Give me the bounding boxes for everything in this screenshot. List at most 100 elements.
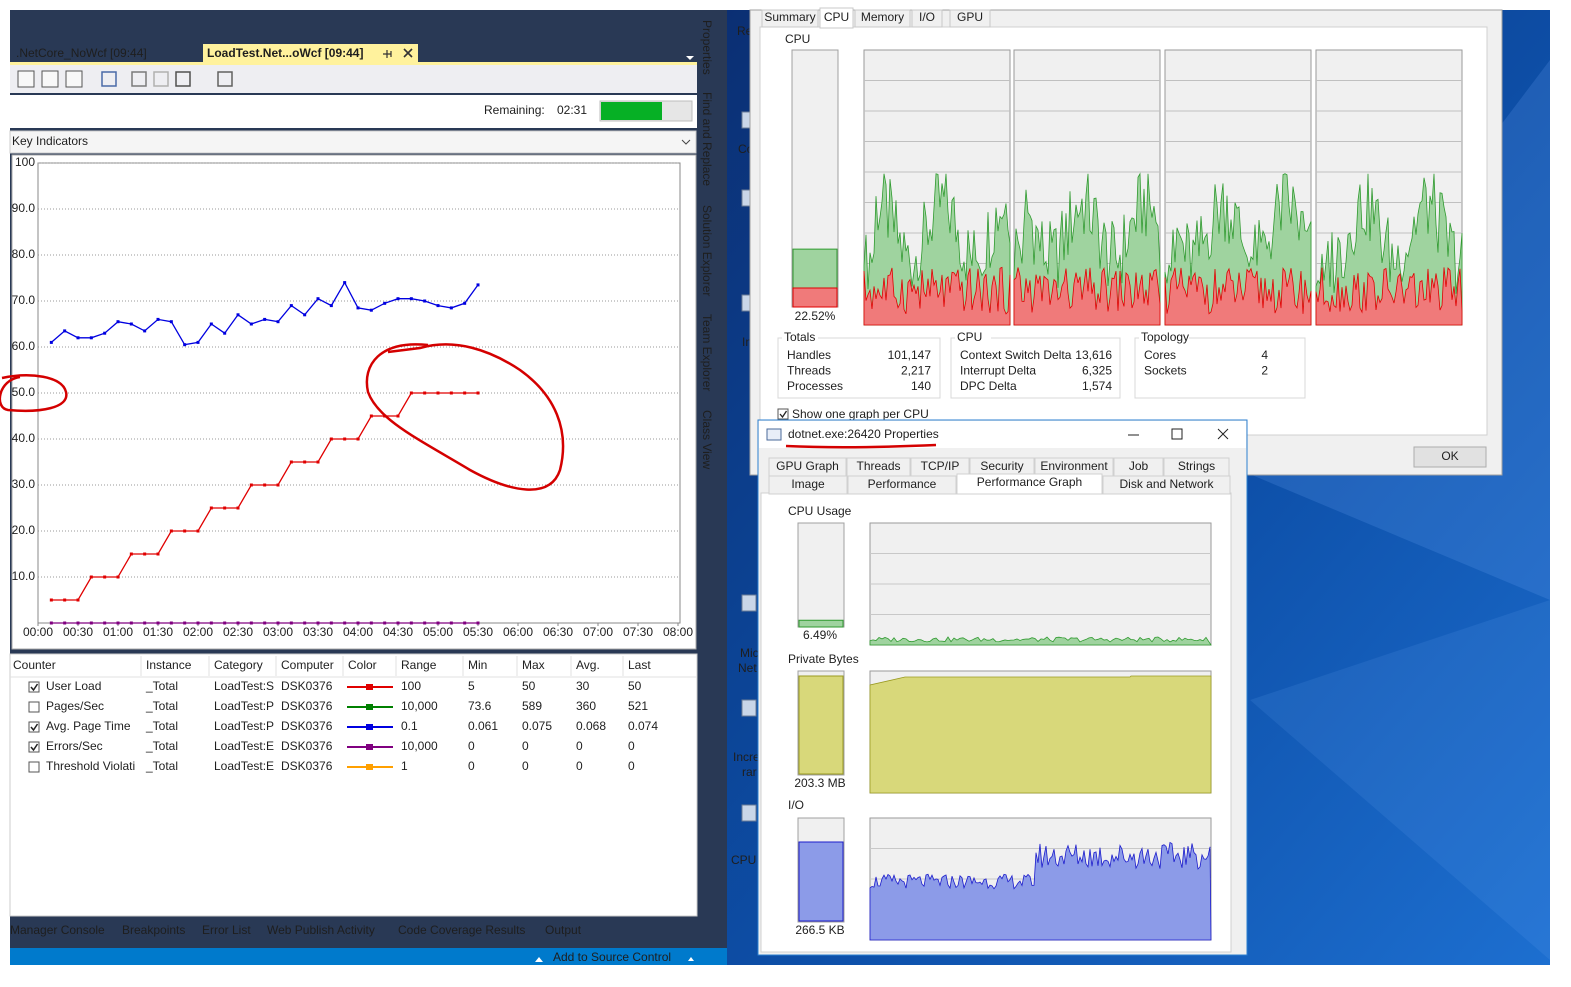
cpu-kernel-area bbox=[1164, 266, 1312, 326]
toolbar-button[interactable] bbox=[175, 71, 191, 87]
toolbar-button[interactable] bbox=[217, 71, 233, 87]
toolbar-button[interactable] bbox=[65, 70, 83, 88]
table-cell: 50 bbox=[522, 679, 536, 693]
data-point bbox=[236, 313, 240, 317]
tool-tab[interactable]: Error List bbox=[202, 923, 251, 937]
row-checkbox[interactable] bbox=[28, 741, 40, 753]
row-checkbox[interactable] bbox=[28, 721, 40, 733]
toolbar-button[interactable] bbox=[101, 71, 117, 87]
tool-tab[interactable]: Breakpoints bbox=[122, 923, 185, 937]
tab-label[interactable]: CPU bbox=[824, 10, 849, 24]
column-header[interactable]: Min bbox=[468, 658, 487, 672]
column-header[interactable]: Computer bbox=[281, 658, 334, 672]
x-tick-label: 01:30 bbox=[143, 625, 173, 639]
tab-label[interactable]: TCP/IP bbox=[921, 459, 960, 473]
column-header[interactable]: Max bbox=[522, 658, 545, 672]
toolbar-button[interactable] bbox=[153, 71, 169, 87]
tab[interactable] bbox=[949, 9, 991, 28]
tab-label[interactable]: Strings bbox=[1178, 459, 1215, 473]
show-graph-checkbox[interactable] bbox=[777, 408, 789, 420]
tab-label[interactable]: Summary bbox=[764, 10, 815, 24]
data-point bbox=[263, 621, 267, 625]
table-cell: DSK0376 bbox=[281, 739, 333, 753]
column-header[interactable]: Color bbox=[348, 658, 377, 672]
column-header[interactable]: Range bbox=[401, 658, 437, 672]
data-point bbox=[129, 621, 133, 625]
column-header[interactable]: Instance bbox=[146, 658, 192, 672]
tab-label[interactable]: Threads bbox=[856, 459, 900, 473]
column-header[interactable]: Category bbox=[214, 658, 263, 672]
y-tick-label: 30.0 bbox=[12, 477, 36, 491]
tab-active[interactable] bbox=[819, 7, 854, 29]
data-point bbox=[369, 308, 373, 312]
tool-tab[interactable]: Output bbox=[545, 923, 582, 937]
status-text[interactable]: Add to Source Control bbox=[553, 950, 671, 964]
row-checkbox[interactable] bbox=[28, 761, 40, 773]
group-title: Totals bbox=[784, 330, 815, 344]
toolbar-button[interactable] bbox=[41, 70, 59, 88]
data-point bbox=[76, 598, 80, 602]
toolbar-button[interactable] bbox=[131, 71, 147, 87]
tool-tab[interactable]: Code Coverage Results bbox=[398, 923, 525, 937]
annotation-circle bbox=[365, 343, 565, 491]
data-point bbox=[76, 621, 80, 625]
row-checkbox[interactable] bbox=[28, 681, 40, 693]
tab-label[interactable]: Image bbox=[791, 477, 825, 491]
doc-tab-active[interactable] bbox=[203, 44, 418, 63]
color-swatch-marker bbox=[366, 704, 373, 710]
tab-label[interactable]: I/O bbox=[919, 10, 935, 24]
tab-label[interactable]: GPU Graph bbox=[776, 459, 839, 473]
column-header[interactable]: Last bbox=[628, 658, 651, 672]
dialog-title: dotnet.exe:26420 Properties bbox=[788, 427, 939, 441]
panel-dropdown[interactable] bbox=[681, 139, 691, 145]
stat-value: 4 bbox=[1261, 348, 1268, 362]
data-point bbox=[156, 552, 160, 556]
table-cell: 0 bbox=[468, 739, 475, 753]
close-button[interactable] bbox=[1217, 428, 1229, 440]
side-tab[interactable]: Find and Replace bbox=[700, 92, 714, 186]
table-cell: 0.1 bbox=[401, 719, 418, 733]
side-tab[interactable]: Properties bbox=[700, 20, 714, 75]
desktop-icon[interactable] bbox=[741, 699, 757, 717]
side-tab[interactable]: Team Explorer bbox=[700, 314, 714, 391]
tool-tab[interactable]: Web Publish Activity bbox=[267, 923, 375, 937]
side-tab[interactable]: Class View bbox=[700, 410, 714, 469]
tab-label[interactable]: Security bbox=[980, 459, 1023, 473]
desktop-icon[interactable] bbox=[741, 804, 757, 822]
x-tick-label: 04:30 bbox=[383, 625, 413, 639]
tab-label[interactable]: Performance bbox=[868, 477, 937, 491]
row-checkbox[interactable] bbox=[28, 701, 40, 713]
tab-active[interactable] bbox=[956, 473, 1103, 495]
tab[interactable] bbox=[1102, 475, 1231, 495]
tab-label[interactable]: Memory bbox=[861, 10, 904, 24]
data-point bbox=[329, 437, 333, 441]
side-tab[interactable]: Solution Explorer bbox=[700, 205, 714, 296]
ok-button[interactable] bbox=[1413, 446, 1487, 468]
doc-tab[interactable]: .NetCore_NoWcf [09:44] bbox=[16, 46, 147, 60]
table-cell: DSK0376 bbox=[281, 759, 333, 773]
toolbar-button[interactable] bbox=[17, 70, 35, 88]
tab[interactable] bbox=[847, 475, 957, 495]
column-header[interactable]: Avg. bbox=[576, 658, 600, 672]
tab-label[interactable]: Environment bbox=[1040, 459, 1108, 473]
stat-name: Interrupt Delta bbox=[960, 364, 1036, 378]
tab-label[interactable]: Disk and Network bbox=[1119, 477, 1214, 491]
tab-label[interactable]: Job bbox=[1129, 459, 1149, 473]
column-header[interactable]: Counter bbox=[13, 658, 56, 672]
y-tick-label: 20.0 bbox=[12, 523, 36, 537]
doc-tab[interactable]: LoadTest.Net...oWcf [09:44] bbox=[207, 46, 363, 60]
ok-label[interactable]: OK bbox=[1441, 449, 1458, 463]
maximize-button[interactable] bbox=[1171, 428, 1183, 440]
remaining-row bbox=[10, 95, 697, 128]
tab-label[interactable]: GPU bbox=[957, 10, 983, 24]
desktop-icon[interactable] bbox=[741, 594, 757, 612]
data-point bbox=[303, 621, 307, 625]
tab-label[interactable]: Performance Graph bbox=[977, 475, 1082, 489]
tab[interactable] bbox=[854, 9, 911, 28]
tab[interactable] bbox=[911, 9, 943, 28]
tab[interactable] bbox=[768, 475, 848, 495]
x-tick-label: 05:00 bbox=[423, 625, 453, 639]
tab[interactable] bbox=[761, 9, 819, 28]
tool-tab[interactable]: Manager Console bbox=[10, 923, 105, 937]
